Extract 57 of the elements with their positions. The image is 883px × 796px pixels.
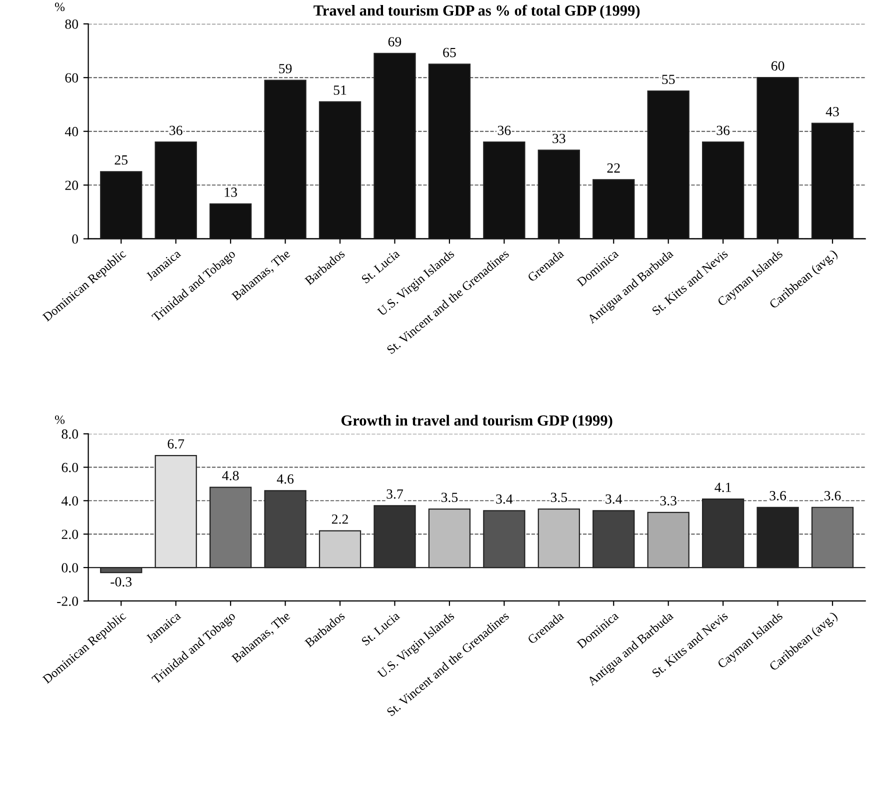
- chart-title: Growth in travel and tourism GDP (1999): [341, 414, 612, 429]
- y-tick-label: 0.0: [62, 563, 78, 573]
- data-label: 3.5: [550, 492, 568, 502]
- data-label: 4.6: [276, 474, 294, 484]
- data-label: 69: [388, 37, 402, 46]
- y-tick-label: 8.0: [62, 429, 78, 439]
- data-label: 4.8: [222, 470, 239, 480]
- y-tick-label: 4.0: [61, 496, 78, 506]
- data-label: 6.7: [168, 439, 184, 449]
- bar: [374, 52, 416, 239]
- y-tick-label: 2.0: [62, 530, 78, 540]
- data-label: 36: [170, 126, 182, 136]
- bar: [210, 203, 252, 239]
- y-tick-label: 40: [64, 126, 78, 136]
- bar: [811, 122, 854, 239]
- data-label: 51: [334, 85, 346, 95]
- bar: [756, 77, 799, 239]
- data-label: -0.3: [110, 577, 132, 587]
- data-label: 65: [443, 48, 456, 58]
- data-label: 36: [716, 126, 730, 136]
- y-axis-title: %: [55, 415, 65, 424]
- bar: [592, 179, 635, 239]
- bar: [538, 150, 580, 239]
- y-tick-label: -2.0: [57, 596, 78, 606]
- bar: [264, 80, 306, 239]
- data-label: 33: [552, 134, 566, 144]
- data-label: 3.5: [441, 492, 458, 502]
- data-label: 4.1: [714, 482, 731, 492]
- y-axis-title: %: [55, 2, 65, 12]
- data-label: 3.3: [660, 496, 676, 506]
- bar: [154, 142, 197, 239]
- y-tick-label: 60: [65, 73, 78, 83]
- data-label: 3.7: [386, 489, 404, 499]
- bar: [428, 64, 471, 239]
- bar: [100, 171, 142, 239]
- bar: [318, 101, 362, 239]
- data-label: 59: [279, 64, 292, 74]
- data-label: 3.4: [606, 494, 622, 504]
- data-label: 2.2: [332, 514, 348, 524]
- bar: [483, 142, 526, 239]
- data-label: 60: [771, 61, 784, 71]
- bar: [702, 142, 744, 239]
- bar: [647, 90, 690, 239]
- data-label: 25: [114, 155, 128, 165]
- data-label: 3.4: [496, 494, 513, 504]
- data-label: 22: [607, 163, 620, 173]
- y-tick-label: 0: [72, 234, 78, 244]
- y-tick-label: 80: [65, 19, 78, 29]
- data-label: 55: [662, 74, 675, 84]
- y-tick-label: 20: [65, 180, 78, 190]
- data-label: 36: [498, 126, 511, 136]
- data-label: 13: [224, 188, 237, 197]
- y-tick-label: 6.0: [62, 462, 78, 472]
- data-label: 43: [826, 106, 839, 116]
- chart-title: Travel and tourism GDP as % of total GDP (1999): [314, 4, 640, 19]
- data-label: 3.6: [770, 491, 786, 500]
- data-label: 3.6: [824, 491, 841, 500]
